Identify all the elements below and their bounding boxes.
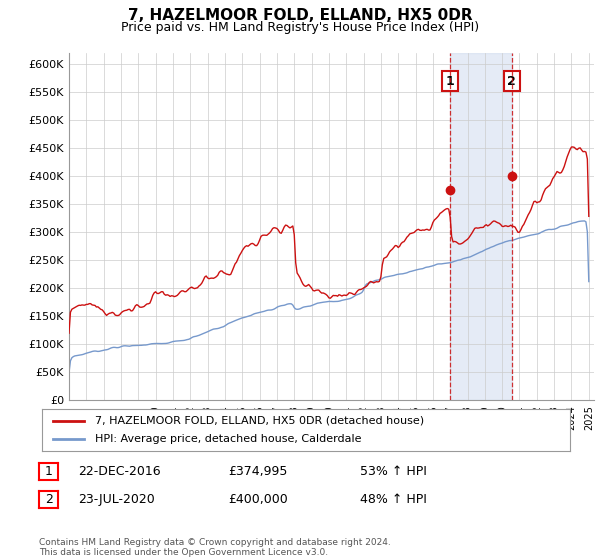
Text: 48% ↑ HPI: 48% ↑ HPI: [360, 493, 427, 506]
Text: 1: 1: [44, 465, 53, 478]
Text: 53% ↑ HPI: 53% ↑ HPI: [360, 465, 427, 478]
Text: 7, HAZELMOOR FOLD, ELLAND, HX5 0DR: 7, HAZELMOOR FOLD, ELLAND, HX5 0DR: [128, 8, 472, 24]
Text: HPI: Average price, detached house, Calderdale: HPI: Average price, detached house, Cald…: [95, 434, 361, 444]
Text: Price paid vs. HM Land Registry's House Price Index (HPI): Price paid vs. HM Land Registry's House …: [121, 21, 479, 34]
Text: £400,000: £400,000: [228, 493, 288, 506]
Text: 22-DEC-2016: 22-DEC-2016: [78, 465, 161, 478]
Text: 1: 1: [445, 74, 454, 88]
Text: Contains HM Land Registry data © Crown copyright and database right 2024.
This d: Contains HM Land Registry data © Crown c…: [39, 538, 391, 557]
Text: 2: 2: [508, 74, 516, 88]
Text: 23-JUL-2020: 23-JUL-2020: [78, 493, 155, 506]
Bar: [449, 53, 512, 400]
Text: £374,995: £374,995: [228, 465, 287, 478]
Text: 2: 2: [44, 493, 53, 506]
Text: 7, HAZELMOOR FOLD, ELLAND, HX5 0DR (detached house): 7, HAZELMOOR FOLD, ELLAND, HX5 0DR (deta…: [95, 416, 424, 426]
